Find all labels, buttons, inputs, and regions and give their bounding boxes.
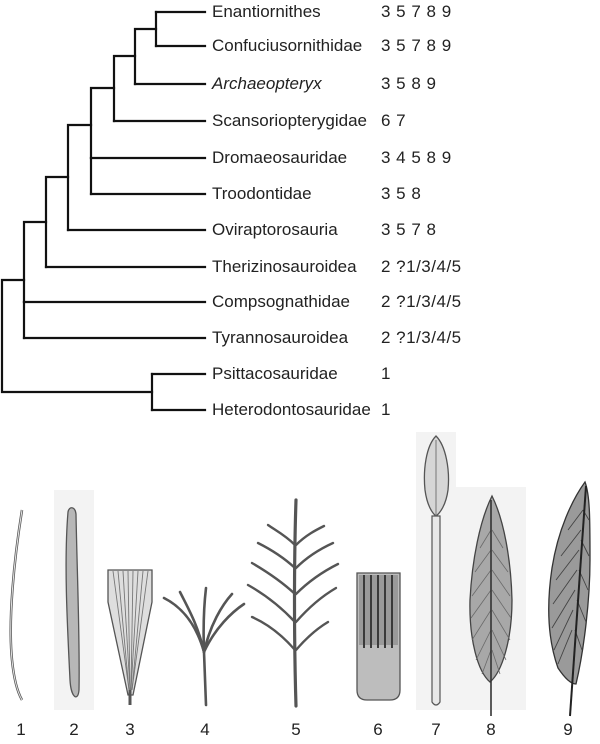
taxon-label: Confuciusornithidae	[212, 36, 363, 55]
taxon-label: Therizinosauroidea	[212, 257, 357, 276]
feather-type-number: 1	[16, 720, 26, 739]
node-avialae	[133, 27, 158, 86]
taxon-label: Tyrannosauroidea	[212, 328, 349, 347]
feather-type-3-illustration	[107, 569, 153, 705]
feather-type-number: 2	[69, 720, 79, 739]
feather-type-6-illustration	[356, 572, 401, 701]
node-maniraptora	[44, 175, 70, 269]
taxon-label: Enantiornithes	[212, 2, 321, 21]
feather-type-codes: 3 5 7 8	[381, 220, 437, 239]
feather-type-5-illustration	[246, 498, 340, 708]
feather-type-codes: 3 5 7 8 9	[381, 36, 452, 55]
feather-type-number: 4	[200, 720, 210, 739]
cladogram	[0, 10, 207, 412]
taxon-label: Scansoriopterygidae	[212, 111, 367, 130]
feather-type-8-illustration	[456, 487, 526, 716]
node-coelurosauria-a	[22, 220, 48, 304]
feather-type-4-illustration	[162, 586, 246, 707]
taxon-label: Dromaeosauridae	[212, 148, 348, 167]
feather-type-codes: 2 ?1/3/4/5	[381, 257, 462, 276]
feather-type-number: 3	[125, 720, 135, 739]
feather-morphotypes	[9, 432, 591, 717]
feather-type-codes: 3 5 8 9	[381, 74, 437, 93]
feather-type-number: 7	[431, 720, 441, 739]
taxon-label: Psittacosauridae	[212, 364, 338, 383]
feather-type-codes: 6 7	[381, 111, 407, 130]
taxon-label: Archaeopteryx	[212, 74, 322, 93]
feather-type-7-illustration	[416, 432, 456, 710]
feather-type-codes: 3 5 7 8 9	[381, 2, 452, 21]
feather-type-number: 8	[486, 720, 496, 739]
feather-type-number: 5	[291, 720, 301, 739]
feather-type-2-illustration	[54, 490, 94, 710]
node-root	[0, 278, 154, 394]
feather-type-codes: 3 5 8	[381, 184, 422, 203]
feather-type-codes: 2 ?1/3/4/5	[381, 328, 462, 347]
feather-type-codes: 2 ?1/3/4/5	[381, 292, 462, 311]
node-pennaraptora	[66, 123, 93, 232]
node-paraves-b	[89, 86, 116, 160]
taxon-label: Heterodontosauridae	[212, 400, 371, 419]
feather-type-number: 6	[373, 720, 383, 739]
feather-type-number: 9	[563, 720, 573, 739]
taxon-label: Troodontidae	[212, 184, 312, 203]
taxon-label: Compsognathidae	[212, 292, 350, 311]
feather-type-9-illustration	[547, 480, 591, 717]
feather-type-codes: 3 4 5 8 9	[381, 148, 452, 167]
feather-type-codes: 1	[381, 400, 391, 419]
feather-type-1-illustration	[9, 509, 24, 701]
feather-type-codes: 1	[381, 364, 391, 383]
node-paraves-a	[112, 54, 137, 123]
taxon-label: Oviraptorosauria	[212, 220, 338, 239]
